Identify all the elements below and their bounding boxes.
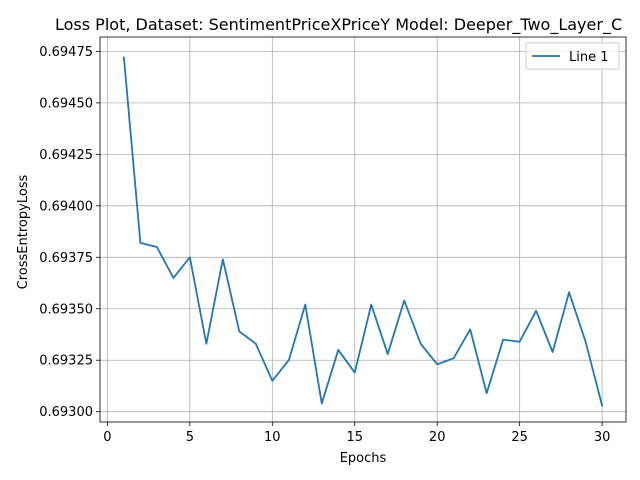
chart-title: Loss Plot, Dataset: SentimentPriceXPrice… <box>55 15 622 35</box>
y-axis-ticks: 0.69300 0.69325 0.69350 0.69375 0.69400 0.694… <box>39 45 100 420</box>
x-tick-label: 25 <box>511 430 528 445</box>
x-tick-label: 10 <box>264 430 281 445</box>
y-tick-label: 0.69300 <box>39 405 93 420</box>
series-layer <box>122 56 604 407</box>
y-axis-title: CrossEntropyLoss <box>16 174 31 289</box>
x-tick-label: 0 <box>103 430 111 445</box>
series-line-1 <box>122 56 604 407</box>
y-tick-label: 0.69475 <box>39 45 93 60</box>
legend: Line 1 <box>525 42 620 70</box>
x-axis-title: Epochs <box>340 451 387 466</box>
plot-area-frame <box>99 36 627 423</box>
x-tick-label: 15 <box>346 430 363 445</box>
y-tick-label: 0.69350 <box>39 302 93 317</box>
y-tick-label: 0.69375 <box>39 251 93 266</box>
x-axis-ticks: 0 5 10 15 20 25 30 <box>103 422 610 445</box>
grid <box>100 37 626 422</box>
x-tick-label: 20 <box>429 430 446 445</box>
y-tick-label: 0.69450 <box>39 96 93 111</box>
y-tick-label: 0.69325 <box>39 354 93 369</box>
legend-box <box>525 42 620 70</box>
x-tick-label: 5 <box>186 430 194 445</box>
legend-label-line-1: Line 1 <box>569 50 609 65</box>
x-tick-label: 30 <box>594 430 611 445</box>
y-tick-label: 0.69400 <box>39 199 93 214</box>
y-tick-label: 0.69425 <box>39 148 93 163</box>
